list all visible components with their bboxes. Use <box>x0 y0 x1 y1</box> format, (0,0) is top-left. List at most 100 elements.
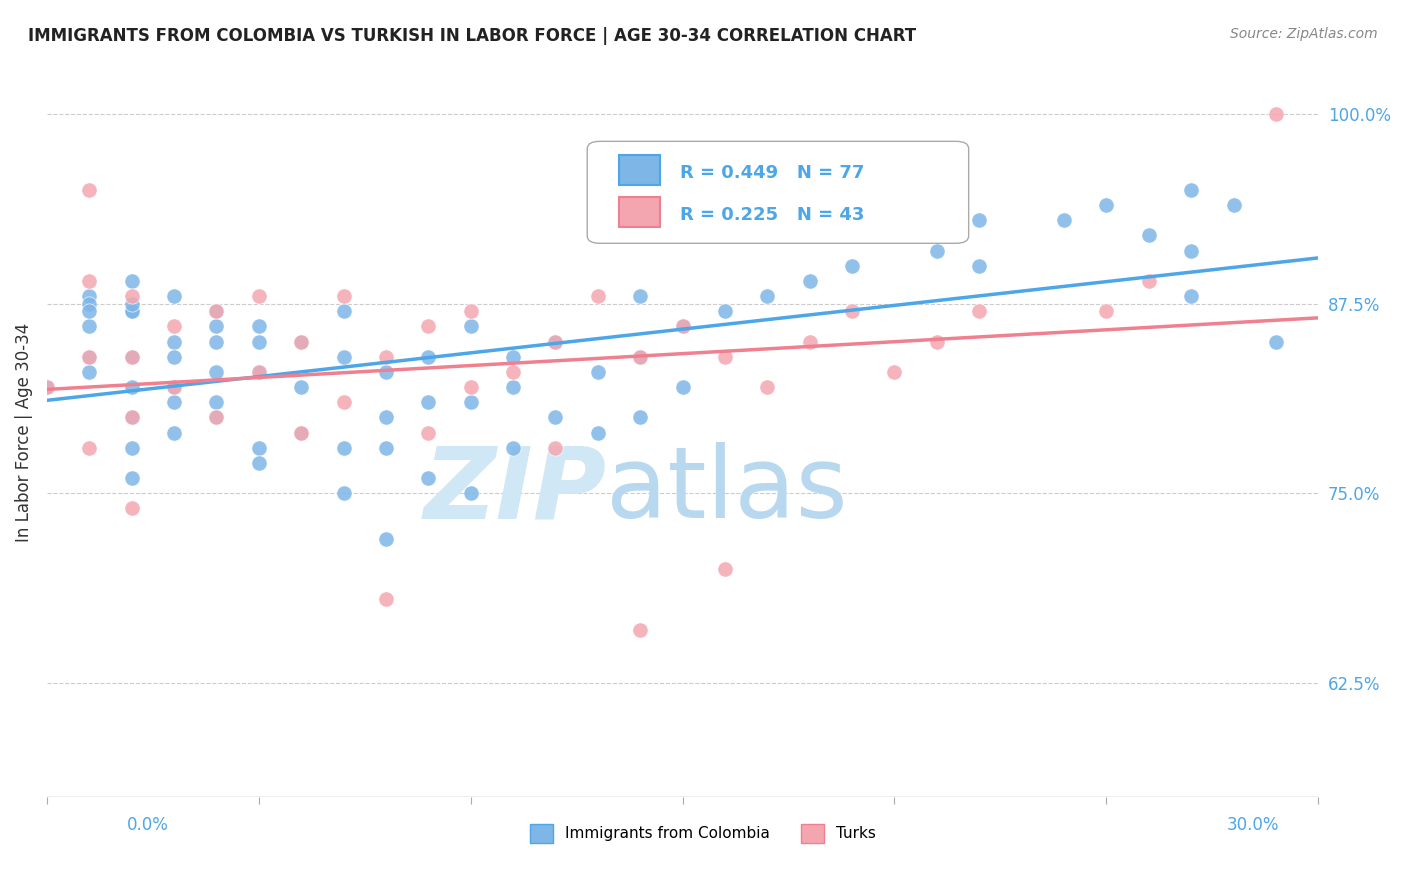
Point <box>121 296 143 310</box>
Point <box>418 350 440 364</box>
Point <box>374 592 396 607</box>
Point <box>502 365 524 379</box>
Point <box>163 380 186 394</box>
Point <box>418 319 440 334</box>
Point <box>967 213 990 227</box>
Text: IMMIGRANTS FROM COLOMBIA VS TURKISH IN LABOR FORCE | AGE 30-34 CORRELATION CHART: IMMIGRANTS FROM COLOMBIA VS TURKISH IN L… <box>28 27 917 45</box>
Point <box>121 471 143 485</box>
Point <box>163 289 186 303</box>
Point <box>290 425 312 440</box>
Point <box>1180 183 1202 197</box>
Point <box>77 296 100 310</box>
Point <box>460 380 482 394</box>
Point <box>1222 198 1244 212</box>
Point <box>714 562 737 576</box>
Point <box>628 623 651 637</box>
Point <box>77 319 100 334</box>
FancyBboxPatch shape <box>619 196 659 227</box>
Point <box>290 334 312 349</box>
Point <box>77 365 100 379</box>
Text: R = 0.225   N = 43: R = 0.225 N = 43 <box>681 206 865 224</box>
Point <box>799 274 821 288</box>
Point <box>332 289 354 303</box>
Point <box>163 380 186 394</box>
Point <box>586 425 609 440</box>
Point <box>77 304 100 318</box>
Point <box>374 350 396 364</box>
Point <box>121 350 143 364</box>
Point <box>628 289 651 303</box>
Point <box>121 304 143 318</box>
Point <box>121 304 143 318</box>
Point <box>247 289 270 303</box>
Point <box>628 350 651 364</box>
Point <box>77 350 100 364</box>
Point <box>121 501 143 516</box>
Y-axis label: In Labor Force | Age 30-34: In Labor Force | Age 30-34 <box>15 323 32 542</box>
Point <box>544 441 567 455</box>
Legend: Immigrants from Colombia, Turks: Immigrants from Colombia, Turks <box>524 818 882 848</box>
Text: ZIP: ZIP <box>423 442 606 540</box>
Point <box>121 441 143 455</box>
Point <box>247 319 270 334</box>
Point <box>247 365 270 379</box>
Point <box>332 350 354 364</box>
Text: Source: ZipAtlas.com: Source: ZipAtlas.com <box>1230 27 1378 41</box>
Point <box>1137 228 1160 243</box>
Point <box>374 532 396 546</box>
Point <box>1264 107 1286 121</box>
Point <box>77 274 100 288</box>
Point <box>121 380 143 394</box>
Point <box>121 274 143 288</box>
Text: R = 0.449   N = 77: R = 0.449 N = 77 <box>681 164 865 182</box>
Point <box>925 244 948 258</box>
Text: atlas: atlas <box>606 442 848 540</box>
Point <box>35 380 58 394</box>
Point <box>121 410 143 425</box>
Point <box>502 441 524 455</box>
Point <box>290 425 312 440</box>
Point <box>628 410 651 425</box>
Point <box>502 380 524 394</box>
Point <box>163 319 186 334</box>
Point <box>460 395 482 409</box>
Point <box>121 410 143 425</box>
Point <box>332 395 354 409</box>
Point <box>77 289 100 303</box>
Point <box>671 380 693 394</box>
Text: 30.0%: 30.0% <box>1227 816 1279 834</box>
Point <box>502 350 524 364</box>
Point <box>121 350 143 364</box>
Point <box>1264 334 1286 349</box>
Point <box>671 319 693 334</box>
Point <box>586 365 609 379</box>
Point <box>544 334 567 349</box>
Point <box>460 319 482 334</box>
Point <box>77 441 100 455</box>
Point <box>544 334 567 349</box>
Point <box>163 425 186 440</box>
Point <box>1180 289 1202 303</box>
Point <box>460 304 482 318</box>
Point <box>332 441 354 455</box>
Point <box>332 304 354 318</box>
Point <box>374 441 396 455</box>
Point <box>163 395 186 409</box>
Point <box>77 350 100 364</box>
Point <box>247 334 270 349</box>
Point <box>205 395 228 409</box>
Point <box>1095 198 1118 212</box>
Point <box>418 395 440 409</box>
Point <box>1053 213 1076 227</box>
Point <box>205 365 228 379</box>
Point <box>756 380 779 394</box>
Point <box>374 365 396 379</box>
Point <box>586 289 609 303</box>
Point <box>967 304 990 318</box>
Point <box>418 471 440 485</box>
Point <box>247 441 270 455</box>
Point <box>628 350 651 364</box>
Text: 0.0%: 0.0% <box>127 816 169 834</box>
Point <box>163 350 186 364</box>
Point <box>883 365 905 379</box>
